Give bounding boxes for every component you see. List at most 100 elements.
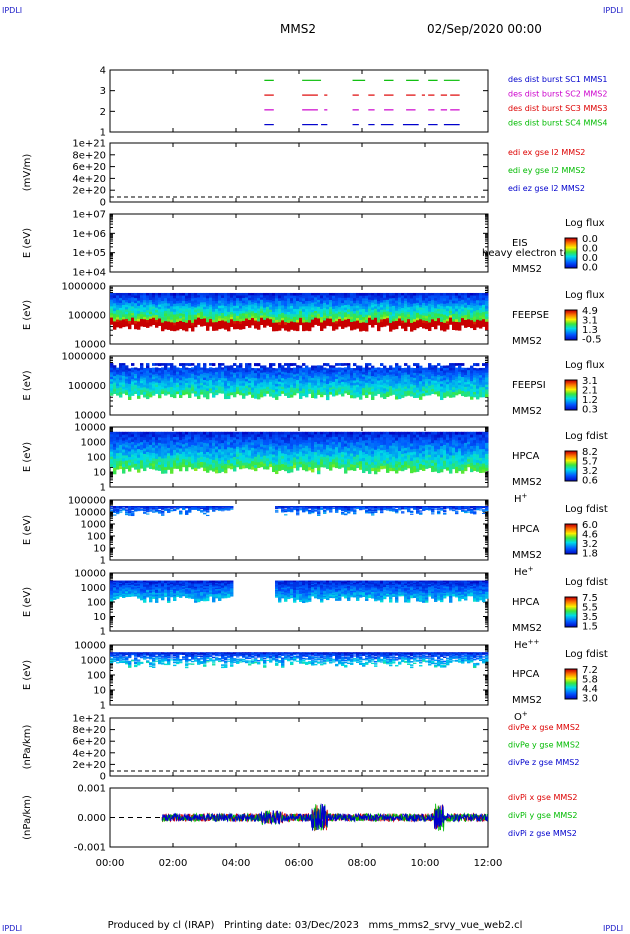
- heatmap-cell: [353, 305, 357, 309]
- heatmap-cell: [140, 447, 144, 451]
- heatmap-cell: [482, 394, 486, 398]
- heatmap-cell: [173, 327, 177, 332]
- heatmap-cell: [383, 370, 387, 374]
- heatmap-cell: [134, 308, 138, 312]
- heatmap-cell: [188, 292, 192, 296]
- heatmap-cell: [269, 391, 273, 395]
- heatmap-cell: [185, 363, 189, 366]
- heatmap-cell: [233, 375, 237, 379]
- heatmap-cell: [410, 298, 414, 302]
- heatmap-cell: [386, 375, 390, 378]
- heatmap-cell: [161, 458, 165, 462]
- heatmap-cell: [218, 460, 222, 465]
- heatmap-cell: [284, 319, 288, 323]
- heatmap-cell: [251, 458, 255, 462]
- heatmap-cell: [479, 318, 483, 322]
- heatmap-cell: [263, 314, 267, 318]
- heatmap-cell: [368, 380, 372, 384]
- heatmap-cell: [386, 367, 390, 371]
- heatmap-cell: [473, 324, 477, 328]
- heatmap-cell: [236, 305, 240, 309]
- heatmap-cell: [416, 317, 420, 321]
- heatmap-cell: [428, 322, 432, 326]
- heatmap-cell: [254, 302, 258, 307]
- heatmap-cell: [119, 455, 123, 459]
- heatmap-cell: [410, 303, 414, 308]
- heatmap-cell: [125, 372, 129, 375]
- heatmap-cell: [323, 367, 327, 371]
- panel-label: EIS: [512, 238, 528, 249]
- heatmap-cell: [446, 295, 450, 299]
- heatmap-cell: [140, 387, 144, 391]
- colorbar-tick-label: 4.9: [582, 306, 598, 317]
- heatmap-cell: [353, 313, 357, 317]
- heatmap-cell: [110, 372, 114, 376]
- heatmap-cell: [203, 316, 207, 319]
- heatmap-cell: [317, 383, 321, 386]
- corner-label-bottom-right: IPDLI: [603, 924, 624, 933]
- heatmap-cell: [338, 307, 342, 311]
- heatmap-cell: [140, 436, 144, 441]
- heatmap-cell: [368, 389, 372, 393]
- heatmap-cell: [254, 388, 258, 392]
- heatmap-cell: [179, 465, 183, 469]
- heatmap-cell: [296, 295, 300, 299]
- heatmap-cell: [254, 318, 258, 322]
- heatmap-cell: [200, 371, 204, 375]
- heatmap-cell: [200, 456, 204, 461]
- heatmap-cell: [170, 389, 174, 393]
- heatmap-cell: [398, 318, 402, 322]
- heatmap-cell: [455, 311, 459, 315]
- heatmap-cell: [227, 322, 231, 326]
- heatmap-cell: [452, 306, 456, 310]
- heatmap-cell: [191, 378, 195, 381]
- heatmap-cell: [236, 391, 240, 395]
- heatmap-cell: [323, 444, 327, 448]
- heatmap-cell: [233, 323, 237, 327]
- heatmap-cell: [320, 441, 324, 445]
- heatmap-cell: [329, 434, 333, 438]
- heatmap-cell: [209, 314, 213, 318]
- heatmap-cell: [203, 380, 207, 383]
- heatmap-cell: [173, 380, 177, 384]
- heatmap-cell: [155, 292, 159, 296]
- heatmap-cell: [449, 308, 453, 312]
- heatmap-cell: [428, 365, 432, 369]
- heatmap-cell: [161, 437, 165, 442]
- y-axis-label: E (eV): [22, 228, 33, 258]
- heatmap-cell: [326, 437, 330, 441]
- heatmap-cell: [128, 451, 132, 455]
- heatmap-cell: [251, 297, 255, 301]
- heatmap-cell: [332, 365, 336, 369]
- heatmap-cell: [194, 434, 198, 438]
- heatmap-cell: [467, 300, 471, 304]
- heatmap-cell: [140, 455, 144, 459]
- heatmap-cell: [278, 372, 282, 376]
- heatmap-cell: [122, 324, 126, 328]
- heatmap-cell: [212, 317, 216, 321]
- heatmap-cell: [257, 321, 261, 325]
- heatmap-cell: [302, 325, 306, 329]
- heatmap-cell: [380, 363, 384, 367]
- heatmap-cell: [332, 322, 336, 326]
- heatmap-cell: [422, 374, 426, 378]
- heatmap-cell: [149, 463, 153, 467]
- heatmap-cell: [212, 468, 216, 472]
- heatmap-cell: [161, 322, 165, 326]
- heatmap-cell: [311, 292, 315, 296]
- heatmap-cell: [206, 370, 210, 374]
- heatmap-cell: [119, 452, 123, 456]
- heatmap-cell: [248, 442, 252, 446]
- heatmap-cell: [272, 292, 276, 297]
- heatmap-cell: [410, 314, 414, 318]
- heatmap-cell: [188, 392, 192, 396]
- heatmap-cell: [431, 376, 435, 379]
- heatmap-cell: [317, 378, 321, 382]
- heatmap-cell: [425, 381, 429, 385]
- heatmap-cell: [197, 383, 201, 387]
- heatmap-cell: [398, 388, 402, 392]
- heatmap-cell: [365, 292, 369, 297]
- heatmap-cell: [308, 467, 312, 471]
- heatmap-cell: [368, 311, 372, 314]
- heatmap-cell: [239, 326, 243, 330]
